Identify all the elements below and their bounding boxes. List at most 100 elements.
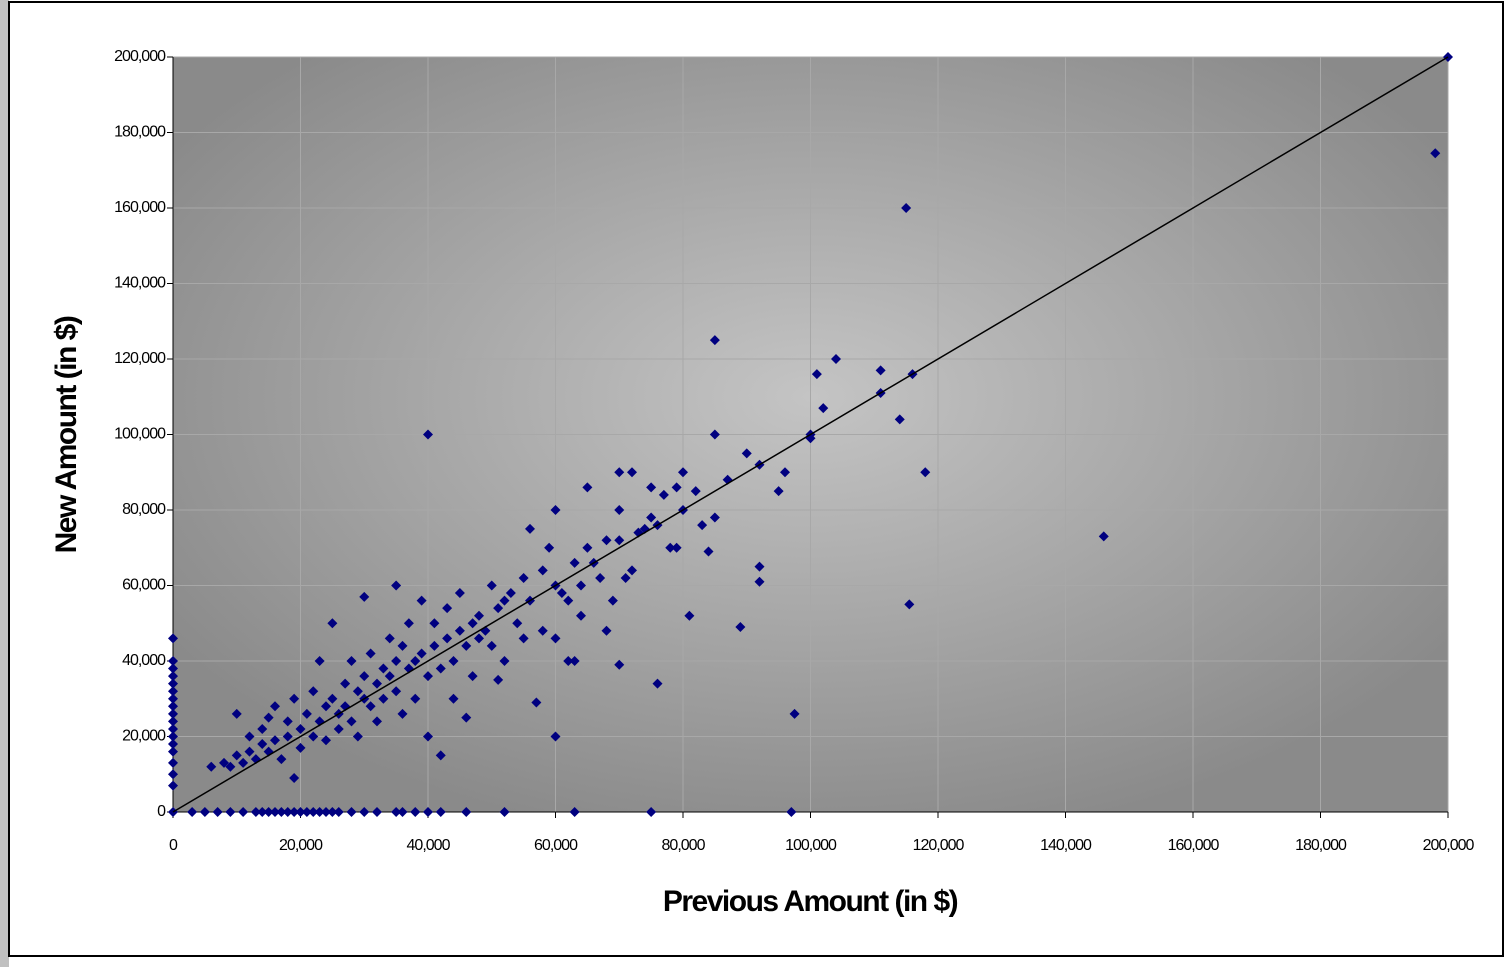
- point: [499, 595, 510, 606]
- point: [365, 701, 376, 712]
- point: [531, 697, 542, 708]
- x-tick-label: 80,000: [662, 837, 706, 854]
- point: [327, 618, 338, 629]
- point: [423, 429, 433, 440]
- point: [486, 640, 497, 651]
- point: [168, 757, 178, 768]
- point: [301, 807, 312, 817]
- point: [276, 807, 287, 817]
- point: [442, 633, 453, 644]
- point: [384, 633, 395, 644]
- point: [678, 467, 688, 478]
- point: [391, 686, 402, 697]
- point: [314, 807, 325, 817]
- point: [525, 523, 535, 534]
- point: [614, 659, 625, 670]
- point: [257, 723, 268, 734]
- point: [244, 731, 255, 742]
- reference-line: [172, 56, 1449, 813]
- point: [391, 580, 402, 591]
- y-tick-label: 160,000: [114, 199, 166, 216]
- x-tick-label: 160,000: [1168, 837, 1220, 854]
- point: [321, 807, 331, 817]
- point: [282, 716, 293, 727]
- point: [416, 648, 427, 659]
- point: [168, 693, 178, 704]
- point: [397, 708, 408, 719]
- point: [308, 686, 319, 697]
- point: [595, 572, 606, 583]
- point: [920, 467, 931, 478]
- point: [187, 807, 198, 817]
- point: [780, 467, 790, 478]
- point: [219, 757, 229, 768]
- point: [289, 807, 300, 817]
- point: [257, 807, 268, 817]
- point: [1430, 148, 1441, 159]
- point: [569, 656, 580, 666]
- point: [378, 663, 389, 674]
- point: [270, 701, 280, 712]
- point: [773, 486, 784, 497]
- point: [709, 335, 720, 346]
- point: [168, 780, 178, 791]
- point: [372, 716, 382, 727]
- point: [550, 633, 561, 644]
- point: [168, 716, 178, 727]
- point: [582, 542, 593, 553]
- point: [327, 807, 338, 817]
- point: [423, 731, 433, 742]
- point: [671, 542, 682, 553]
- y-tick-label: 40,000: [122, 652, 166, 669]
- y-tick-label: 140,000: [114, 275, 166, 292]
- point: [327, 693, 338, 704]
- point: [410, 807, 421, 817]
- point: [168, 663, 178, 674]
- point: [811, 369, 822, 380]
- point: [301, 708, 312, 719]
- point: [346, 716, 357, 727]
- point: [168, 686, 178, 697]
- point: [550, 731, 561, 742]
- point: [397, 640, 408, 651]
- point: [646, 512, 657, 523]
- point: [818, 403, 829, 414]
- point: [257, 739, 268, 750]
- point: [391, 656, 402, 666]
- point: [168, 656, 178, 666]
- point: [295, 723, 306, 734]
- point: [308, 731, 319, 742]
- point: [658, 489, 669, 500]
- point: [372, 678, 382, 689]
- point: [263, 712, 274, 723]
- point: [410, 693, 421, 704]
- point: [493, 603, 504, 614]
- point: [556, 588, 567, 599]
- x-tick-label: 100,000: [785, 837, 837, 854]
- point: [429, 618, 440, 629]
- point: [429, 640, 440, 651]
- point: [601, 535, 612, 546]
- point: [435, 807, 446, 817]
- point: [435, 663, 446, 674]
- y-tick-label: 180,000: [114, 124, 166, 141]
- point: [576, 610, 586, 621]
- point: [333, 723, 344, 734]
- point: [512, 618, 523, 629]
- point: [684, 610, 695, 621]
- point: [786, 807, 797, 817]
- point: [537, 565, 548, 576]
- point: [168, 671, 178, 682]
- point: [709, 429, 720, 440]
- point: [569, 807, 580, 817]
- point: [282, 807, 293, 817]
- left-strip: [0, 0, 9, 967]
- x-axis-title: Previous Amount (in $): [663, 885, 958, 918]
- point: [454, 625, 465, 636]
- point: [378, 693, 389, 704]
- y-axis-title: New Amount (in $): [50, 316, 83, 553]
- point: [671, 482, 682, 493]
- point: [168, 678, 178, 689]
- point: [168, 746, 178, 757]
- point: [289, 773, 300, 784]
